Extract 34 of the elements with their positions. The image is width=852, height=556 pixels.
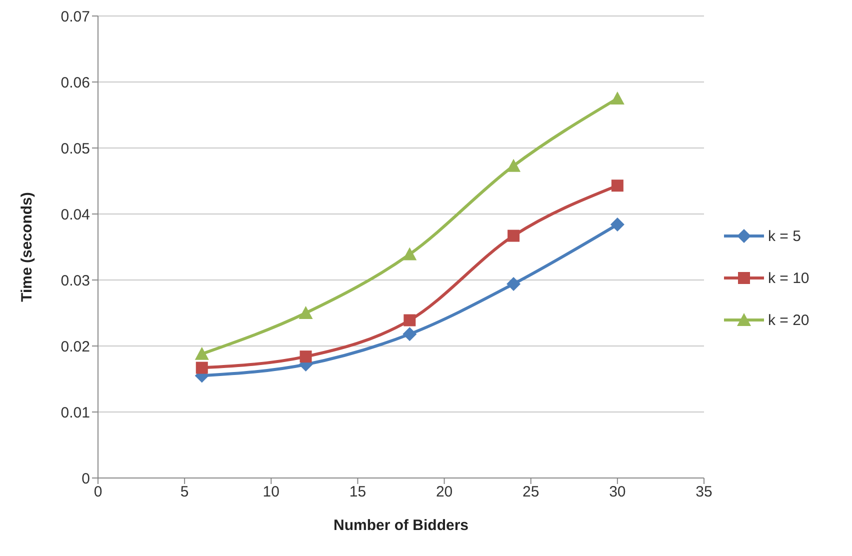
point	[194, 346, 209, 360]
point	[611, 180, 624, 192]
point	[404, 314, 416, 326]
y-tick-label: 0	[82, 470, 90, 488]
x-tick-label: 15	[349, 484, 366, 501]
y-axis-title: Time (seconds)	[18, 192, 36, 302]
x-tick-label: 5	[180, 484, 189, 501]
y-tick-label: 0.01	[60, 404, 90, 422]
legend-label: k = 20	[768, 312, 810, 328]
x-tick-label: 35	[696, 484, 712, 501]
point	[298, 306, 313, 319]
x-tick-label: 10	[262, 484, 280, 501]
y-tick-label: 0.06	[60, 74, 90, 92]
point	[508, 230, 520, 242]
x-tick-label: 20	[436, 484, 453, 501]
y-tick-label: 0.07	[60, 8, 90, 26]
point	[506, 276, 521, 291]
point	[506, 158, 521, 172]
x-tick-label: 25	[522, 484, 540, 501]
y-tick-label: 0.02	[60, 338, 90, 356]
y-tick-label: 0.05	[60, 140, 90, 158]
point	[300, 350, 312, 363]
point	[402, 327, 417, 342]
point	[610, 218, 624, 232]
y-tick-label: 0.04	[60, 206, 90, 224]
x-tick-label: 30	[609, 484, 626, 501]
x-tick-label: 0	[94, 484, 102, 501]
point	[402, 247, 417, 260]
point	[196, 362, 208, 374]
legend-label: k = 10	[768, 270, 810, 286]
y-tick-label: 0.03	[60, 272, 90, 290]
x-axis-title: Number of Bidders	[333, 517, 469, 534]
legend-label: k = 5	[768, 228, 801, 244]
point	[610, 92, 624, 104]
